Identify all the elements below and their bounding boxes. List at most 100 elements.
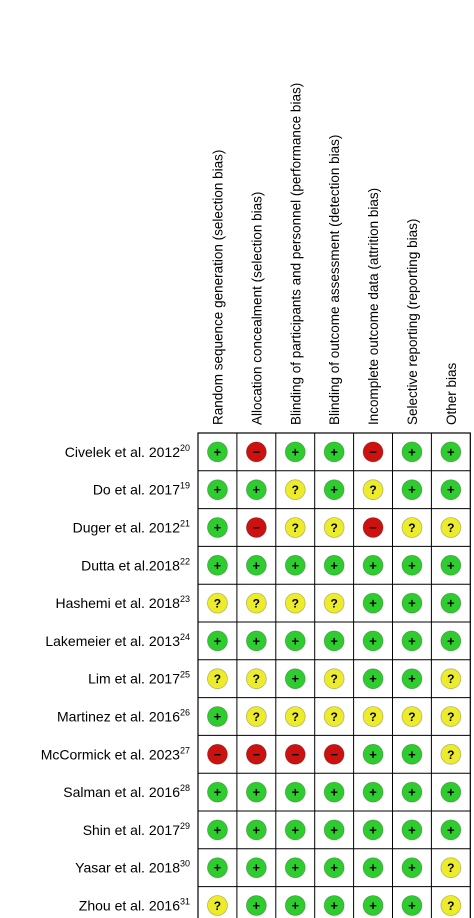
rating-circle: [440, 479, 462, 501]
rating-symbol: ?: [253, 672, 260, 686]
rating-symbol: +: [408, 558, 416, 573]
rating-low-mark: +: [401, 781, 423, 803]
study-label: Do et al. 201719: [93, 481, 190, 498]
rating-unclear-mark: ?: [284, 706, 306, 727]
rating-low-mark: +: [284, 441, 306, 463]
rating-low-mark: +: [245, 895, 267, 916]
rating-circle: [207, 517, 228, 538]
rating-circle: [207, 857, 228, 879]
rating-symbol: +: [291, 785, 299, 800]
rating-low-mark: +: [323, 895, 345, 916]
study-label: Salman et al. 201628: [63, 783, 190, 800]
rating-symbol: +: [330, 822, 338, 837]
rating-symbol: −: [253, 747, 261, 762]
rating-low-mark: +: [207, 781, 228, 803]
rating-circle: [440, 819, 462, 841]
rating-circle: [401, 706, 423, 727]
rating-circle: [323, 517, 345, 538]
rating-circle: [207, 441, 228, 463]
rating-symbol: +: [253, 558, 261, 573]
rating-low-mark: +: [401, 743, 423, 765]
rating-circle: [245, 857, 267, 879]
rating-symbol: +: [447, 482, 455, 497]
study-label: Lakemeier et al. 201324: [45, 632, 190, 649]
rating-symbol: +: [369, 671, 377, 686]
rating-symbol: ?: [447, 861, 454, 875]
study-name: McCormick et al. 2023: [41, 746, 180, 762]
rating-circle: [284, 592, 306, 614]
rating-symbol: +: [330, 898, 338, 913]
rating-circle: [207, 630, 228, 652]
domain-header: Allocation concealment (selection bias): [249, 192, 264, 425]
rating-symbol: +: [447, 558, 455, 573]
rating-low-mark: +: [362, 630, 384, 652]
study-ref: 30: [180, 859, 190, 869]
rating-circle: [323, 441, 345, 463]
rating-symbol: −: [369, 444, 377, 459]
rating-unclear-mark: ?: [284, 517, 306, 538]
rating-low-mark: +: [207, 441, 228, 463]
rating-circle: [362, 819, 384, 841]
rating-symbol: +: [408, 482, 416, 497]
rating-low-mark: +: [245, 554, 267, 576]
rating-circle: [362, 517, 384, 538]
rating-circle: [284, 706, 306, 727]
study-ref: 20: [180, 443, 190, 453]
rating-low-mark: +: [401, 895, 423, 916]
study-ref: 25: [180, 670, 190, 680]
rating-symbol: ?: [214, 672, 221, 686]
rating-symbol: +: [447, 822, 455, 837]
rating-symbol: ?: [408, 521, 415, 535]
rating-unclear-mark: ?: [440, 668, 462, 690]
study-name: Dutta et al.2018: [81, 557, 180, 573]
rating-circle: [440, 554, 462, 576]
rating-unclear-mark: ?: [207, 668, 228, 690]
rating-circle: [245, 706, 267, 727]
domain-header: Other bias: [444, 362, 459, 425]
rating-symbol: ?: [292, 483, 299, 497]
rating-symbol: ?: [214, 899, 221, 913]
rating-circle: [401, 592, 423, 614]
rating-low-mark: +: [401, 441, 423, 463]
study-ref: 26: [180, 708, 190, 718]
domain-header: Selective reporting (reporting bias): [405, 219, 420, 425]
rating-circle: [401, 857, 423, 879]
rating-symbol: +: [447, 785, 455, 800]
study-name: Shin et al. 2017: [83, 822, 181, 838]
rating-low-mark: +: [245, 479, 267, 501]
rating-symbol: +: [447, 444, 455, 459]
rating-unclear-mark: ?: [323, 592, 345, 614]
rating-low-mark: +: [284, 895, 306, 916]
rating-circle: [401, 895, 423, 916]
rating-symbol: +: [214, 785, 222, 800]
rating-circle: [284, 630, 306, 652]
study-label: Civelek et al. 201220: [65, 443, 190, 460]
rating-symbol: +: [291, 860, 299, 875]
rating-symbol: +: [408, 633, 416, 648]
rating-unclear-mark: ?: [245, 668, 267, 690]
rating-circle: [362, 668, 384, 690]
study-ref: 22: [180, 556, 190, 566]
rating-circle: [323, 592, 345, 614]
rating-circle: [440, 743, 462, 765]
study-label: Dutta et al.201822: [81, 556, 190, 573]
rating-circle: [401, 668, 423, 690]
rating-circle: [284, 743, 306, 765]
rating-low-mark: +: [440, 592, 462, 614]
rating-circle: [323, 819, 345, 841]
rating-low-mark: +: [207, 819, 228, 841]
rating-symbol: +: [369, 558, 377, 573]
study-label: Lim et al. 201725: [88, 670, 190, 687]
rating-low-mark: +: [401, 630, 423, 652]
rating-low-mark: +: [323, 781, 345, 803]
rating-symbol: ?: [330, 672, 337, 686]
rating-unclear-mark: ?: [362, 706, 384, 727]
rating-circle: [401, 517, 423, 538]
rating-low-mark: +: [362, 857, 384, 879]
rating-high-mark: −: [245, 743, 267, 765]
rating-symbol: +: [408, 898, 416, 913]
rating-symbol: +: [408, 860, 416, 875]
rating-low-mark: +: [284, 668, 306, 690]
rating-symbol: +: [291, 444, 299, 459]
rating-symbol: +: [408, 444, 416, 459]
